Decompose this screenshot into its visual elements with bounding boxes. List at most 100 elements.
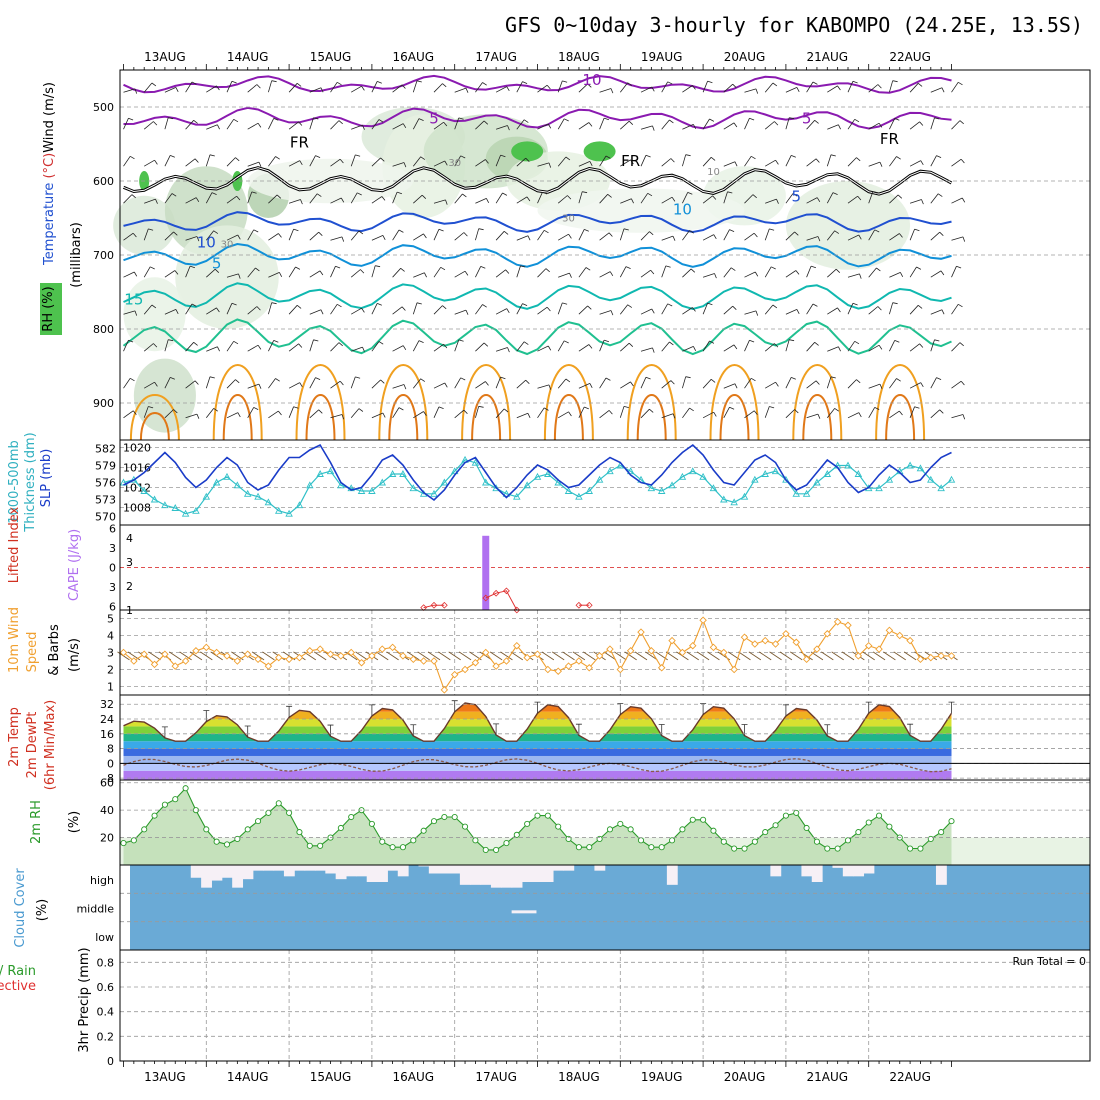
cloud-gap	[553, 865, 564, 871]
rh-point	[813, 838, 821, 845]
wind-barb	[268, 80, 277, 93]
wind-barb	[806, 81, 818, 93]
rh-point	[782, 812, 789, 819]
wind-speed-point	[647, 647, 656, 655]
thickness-unit-label: Thickness (dm)	[23, 432, 38, 532]
wind-barb	[330, 380, 344, 389]
wind-barb	[164, 193, 177, 204]
wind-barb	[744, 155, 756, 167]
contour-label: 30	[562, 214, 575, 225]
wind-barb	[516, 379, 530, 389]
wind-speed-point	[461, 665, 469, 674]
wind-label-part: Wind (m/s)	[42, 82, 57, 153]
wind-barb	[785, 231, 799, 241]
wind-barb	[309, 339, 319, 352]
wind-barb	[806, 236, 821, 242]
cloud-gap	[501, 865, 513, 888]
contour-label: 10	[707, 167, 720, 178]
wind-barb	[951, 81, 963, 93]
wind-barb	[226, 157, 240, 167]
wind-speed-point	[388, 643, 397, 652]
wind-barb	[640, 347, 655, 353]
run-total-label: Run Total = 0	[1013, 955, 1087, 968]
thickness-point	[678, 472, 687, 480]
wind-speed-point	[844, 621, 852, 630]
slp-tick-label: 1008	[123, 502, 151, 515]
temp-bands	[123, 703, 952, 780]
wind-barb	[785, 117, 795, 130]
wind-speed-point	[233, 657, 242, 665]
thickness-tick-label: 570	[95, 511, 116, 524]
rh-point	[596, 835, 603, 843]
thickness-point	[875, 484, 883, 492]
cloud-gap	[283, 865, 295, 877]
wind-barb	[206, 268, 220, 278]
wind-barb	[620, 198, 634, 204]
rh-point	[772, 822, 779, 829]
wind-barb	[371, 235, 386, 241]
wind-barb	[268, 272, 283, 278]
contour-label: 5	[212, 254, 222, 272]
precip-unit-label: 3hr Precip (mm)	[77, 947, 92, 1052]
wind-speed-point	[119, 648, 128, 657]
thickness-point	[471, 458, 480, 466]
rh-point	[337, 824, 344, 832]
top-day-label: 17AUG	[475, 50, 517, 64]
wind-barb	[433, 305, 447, 315]
wind-barb	[744, 410, 758, 419]
cape-bar	[482, 535, 490, 610]
rh-point	[286, 809, 293, 816]
surface-wind-barb	[510, 651, 524, 661]
wind-barb	[247, 407, 259, 418]
wind-barb	[247, 122, 262, 130]
wind-barb	[475, 342, 489, 352]
temp-color-band	[123, 741, 952, 749]
wind-barb	[412, 378, 426, 389]
wind-barb	[661, 81, 673, 93]
surface-wind-barb	[313, 651, 327, 661]
rh-point	[731, 845, 738, 852]
cape-label: CAPE (J/kg)	[67, 529, 82, 601]
rh-point	[172, 796, 179, 803]
rh-point	[244, 826, 251, 833]
wind-barb	[495, 269, 510, 278]
wind-barb	[371, 81, 382, 93]
warm-contour	[212, 364, 263, 441]
wind-speed-point	[751, 640, 759, 648]
rh-point	[544, 812, 551, 819]
thickness-tick-label: 579	[95, 460, 116, 473]
wind-barb	[619, 304, 633, 315]
rh-point	[855, 829, 862, 836]
wind-barb	[288, 199, 303, 205]
surface-wind-barb	[790, 651, 803, 661]
wind-barb	[268, 118, 279, 130]
wind-barb	[889, 340, 900, 352]
bottom-day-label: 17AUG	[475, 1070, 517, 1084]
rh-point	[275, 800, 282, 807]
surface-wind-barb	[438, 651, 451, 661]
surface-wind-barb	[551, 651, 565, 661]
wind-barb	[951, 380, 965, 389]
wind-barb	[350, 269, 365, 278]
wind-barb	[744, 232, 758, 241]
wind-barb	[868, 306, 882, 315]
surface-wind-barb	[489, 651, 503, 661]
wind-barb	[123, 339, 134, 352]
wind-barb	[578, 122, 593, 130]
wind-barb	[433, 266, 446, 278]
thickness-point	[927, 475, 935, 483]
wind-barb	[909, 160, 924, 167]
top-day-label: 15AUG	[310, 50, 352, 64]
wind-barb	[516, 341, 529, 352]
wind-barb	[889, 233, 903, 241]
wind-speed-point	[585, 664, 593, 672]
minmax-whisker	[782, 704, 789, 716]
wind-barb	[537, 123, 552, 130]
temp-label: 2m Temp	[7, 707, 22, 767]
wind-speed-point	[544, 665, 552, 674]
wind-barb	[951, 303, 963, 315]
wind-barb	[475, 198, 490, 204]
thickness-point	[730, 498, 738, 506]
thickness-point	[844, 461, 852, 469]
wind-barb	[764, 406, 775, 418]
